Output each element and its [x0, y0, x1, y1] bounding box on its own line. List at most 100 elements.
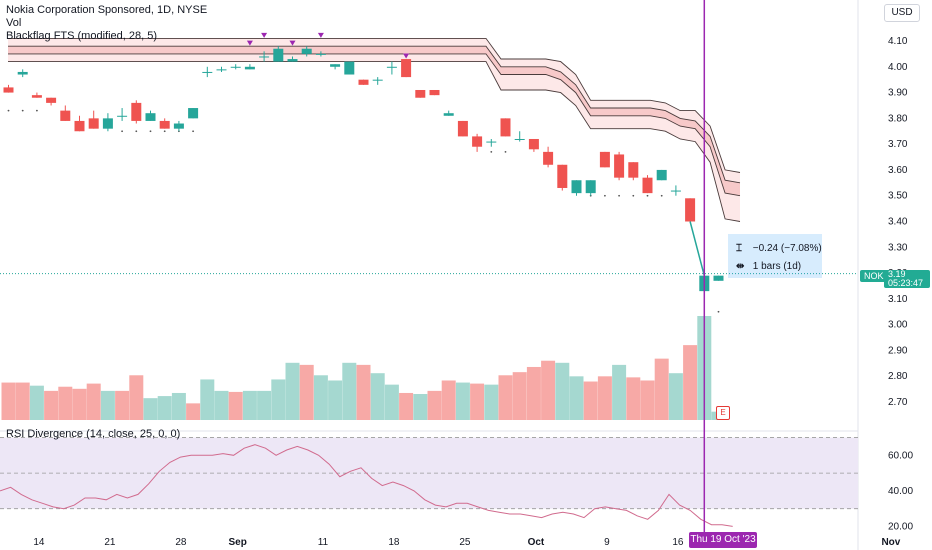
candle-body: [415, 89, 426, 98]
price-dot: [149, 130, 152, 133]
candle-body: [514, 138, 525, 140]
volume-bar: [328, 380, 343, 420]
candle-body: [273, 48, 284, 62]
volume-bar: [413, 394, 428, 420]
volume-bar: [640, 380, 655, 420]
price-tick-label: 3.40: [888, 217, 908, 228]
candle-body: [457, 120, 468, 137]
candle-body: [670, 190, 681, 192]
volume-bar: [129, 375, 144, 420]
candle-body: [17, 71, 28, 75]
volume-bar: [313, 375, 328, 420]
rsi-tick-label: 20.00: [888, 521, 913, 532]
volume-bar: [512, 372, 527, 420]
x-tick-label: 16: [672, 537, 684, 548]
candle-body: [60, 110, 71, 121]
candle-body: [401, 59, 412, 78]
price-dot: [135, 130, 138, 133]
candle-body: [102, 118, 113, 129]
price-tick-label: 3.30: [888, 242, 908, 253]
volume-bar: [15, 382, 30, 420]
candle-body: [656, 169, 667, 181]
candle-body: [202, 71, 213, 73]
price-tick-label: 3.80: [888, 113, 908, 124]
volume-bar: [668, 373, 683, 420]
candle-body: [159, 120, 170, 129]
candle-body: [244, 66, 255, 70]
price-dot: [604, 194, 606, 197]
candle-body: [287, 59, 298, 62]
price-dot: [21, 109, 24, 112]
price-dot: [490, 150, 493, 153]
band-line: [8, 45, 741, 184]
rsi-tick-label: 40.00: [888, 486, 913, 497]
candle-body: [472, 136, 483, 147]
price-dot: [121, 130, 123, 133]
volume-bar: [370, 373, 385, 420]
measure-change: −0.24 (−7.08%): [752, 243, 822, 254]
price-dot: [192, 130, 195, 133]
volume-bar: [484, 384, 499, 420]
volume-bar: [498, 375, 513, 420]
candle-body: [230, 66, 241, 68]
price-tick-label: 3.00: [888, 320, 908, 331]
candle-body: [614, 154, 625, 178]
price-dot: [632, 194, 635, 197]
candle-body: [88, 118, 99, 129]
volume-bar: [1, 382, 16, 420]
range-icon: ⌶: [736, 243, 742, 254]
candle-body: [557, 164, 568, 188]
signal-marker: [261, 32, 268, 38]
x-tick-label: Oct: [528, 537, 545, 548]
candle-body: [3, 87, 14, 93]
price-tick-label: 2.80: [888, 371, 908, 382]
last-price: 3.19: [888, 269, 906, 279]
volume-bar: [356, 364, 371, 420]
volume-bar: [399, 392, 414, 420]
volume-bar: [86, 383, 101, 420]
candle-body: [216, 69, 227, 71]
volume-bar: [242, 390, 257, 420]
volume-bar: [583, 381, 598, 420]
price-tick-label: 4.00: [888, 62, 908, 73]
earnings-badge[interactable]: E: [716, 406, 730, 420]
price-tick-label: 3.50: [888, 191, 908, 202]
volume-bar: [455, 382, 470, 420]
candle-body: [173, 123, 184, 129]
candle-body: [188, 108, 199, 119]
chart-title: Nokia Corporation Sponsored, 1D, NYSE: [6, 4, 208, 16]
measure-bars-row: ⇹ 1 bars (1d): [736, 260, 801, 274]
volume-bar: [597, 376, 612, 420]
candle-body: [685, 198, 696, 222]
currency-selector[interactable]: USD: [884, 4, 920, 22]
candle-body: [330, 64, 341, 67]
candle-body: [344, 61, 355, 75]
measure-change-row: ⌶ −0.24 (−7.08%): [736, 242, 822, 256]
volume-bar: [257, 390, 272, 420]
x-tick-label: 25: [459, 537, 471, 548]
candle-body: [358, 79, 369, 85]
price-dot: [717, 310, 720, 313]
volume-bar: [555, 362, 570, 420]
crosshair-date: Thu 19 Oct '23: [689, 532, 757, 548]
rsi-tick-label: 60.00: [888, 450, 913, 461]
volume-bar: [143, 398, 158, 420]
countdown: 05:23:47: [888, 278, 924, 288]
candle-body: [372, 79, 383, 81]
candle-body: [713, 275, 724, 281]
price-tick-label: 3.60: [888, 165, 908, 176]
volume-bar: [157, 396, 172, 420]
price-tick-label: 3.70: [888, 139, 908, 150]
candle-body: [131, 102, 142, 121]
indicator-legend: Blackflag FTS (modified, 28, 5): [6, 30, 158, 42]
volume-bar: [626, 377, 641, 420]
candle-body: [301, 48, 312, 54]
price-dot: [163, 130, 166, 133]
price-dot: [7, 109, 10, 112]
volume-bar: [285, 362, 300, 420]
candle-body: [642, 177, 653, 194]
candle-body: [628, 162, 639, 178]
measure-bars: 1 bars (1d): [752, 261, 802, 272]
signal-marker: [289, 40, 296, 46]
